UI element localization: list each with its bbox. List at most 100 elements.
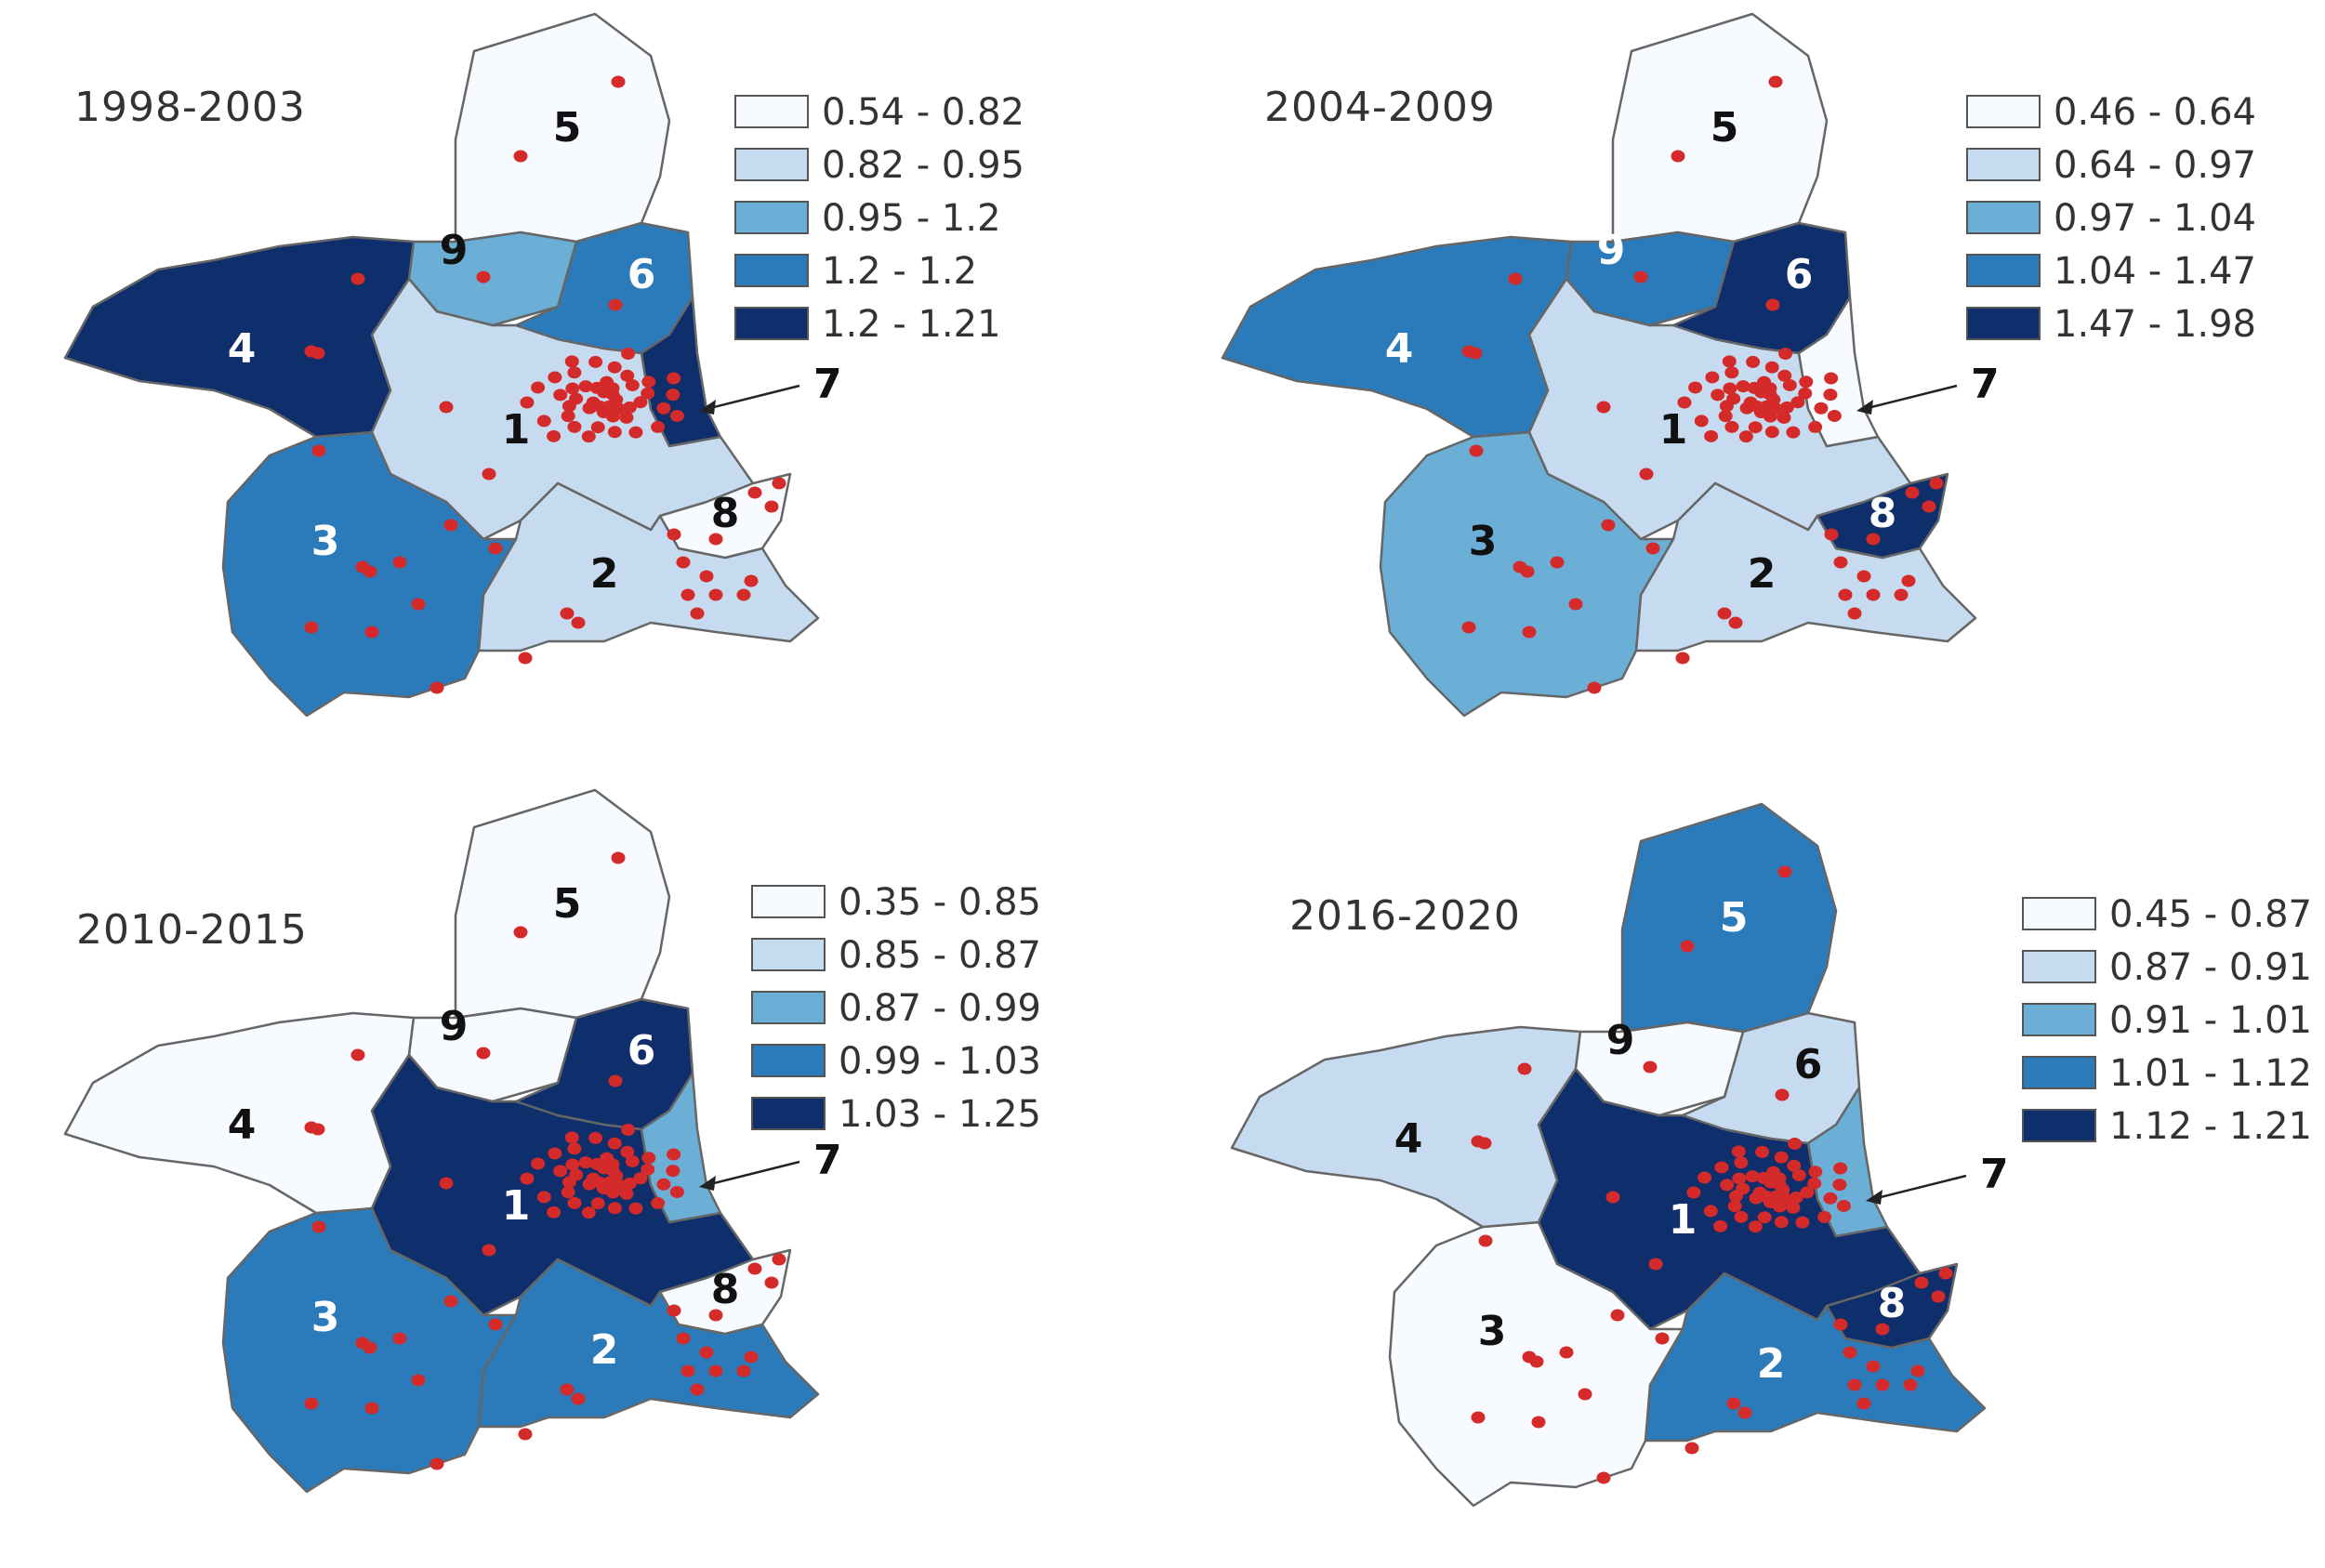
case-dot — [656, 1178, 671, 1191]
case-dot — [1728, 616, 1743, 629]
legend-label: 0.82 - 0.95 — [822, 144, 1024, 187]
case-dot — [1775, 1088, 1790, 1101]
case-dot — [520, 1172, 535, 1185]
case-dot — [1833, 1318, 1848, 1331]
case-dot — [1823, 1192, 1838, 1205]
legend-swatch — [1966, 201, 2041, 234]
case-dot — [1824, 372, 1839, 385]
case-dot — [1901, 574, 1916, 587]
case-dot — [1875, 1378, 1890, 1391]
case-dot — [1738, 430, 1753, 443]
case-dot — [625, 1154, 640, 1167]
case-dot — [1833, 1162, 1848, 1175]
case-dot — [690, 607, 705, 620]
case-dot — [571, 1392, 586, 1405]
map-layer: 1 2 3 4 5 6 8 9 7 — [63, 788, 842, 1494]
case-dot — [651, 1196, 666, 1209]
case-dot — [1601, 519, 1616, 532]
case-dot — [680, 1364, 695, 1377]
case-dot — [1724, 420, 1739, 433]
case-dot — [1931, 1290, 1946, 1303]
case-dot — [439, 401, 454, 414]
legend-label: 0.87 - 0.99 — [839, 987, 1041, 1030]
case-dot — [1698, 1171, 1712, 1184]
case-dot — [1866, 533, 1881, 546]
case-dot — [597, 386, 612, 399]
case-dot — [1856, 1397, 1871, 1410]
case-dot — [411, 1374, 426, 1387]
case-dot — [699, 1346, 714, 1359]
case-dot — [411, 598, 426, 611]
region-label-4: 4 — [228, 325, 257, 373]
case-dot — [567, 1142, 582, 1155]
map-title: 2004-2009 — [1264, 84, 1496, 131]
case-dot — [547, 429, 561, 442]
case-dot — [1875, 1323, 1890, 1336]
case-dot — [1714, 1161, 1729, 1174]
legend-swatch — [734, 307, 809, 340]
case-dot — [548, 1147, 562, 1160]
case-dot — [311, 444, 326, 457]
case-dot — [1703, 1205, 1718, 1218]
case-dot — [666, 389, 680, 402]
case-dot — [1734, 1210, 1749, 1223]
case-dot — [1724, 366, 1739, 379]
case-dot — [607, 426, 622, 439]
case-dot — [1720, 1179, 1735, 1192]
case-dot — [641, 376, 656, 389]
case-dot — [667, 1148, 681, 1161]
case-dot — [651, 420, 666, 433]
case-dot — [1814, 402, 1829, 415]
region-label-6: 6 — [627, 1027, 656, 1074]
case-dot — [1723, 382, 1737, 395]
region-label-2: 2 — [590, 550, 619, 598]
case-dot — [772, 477, 786, 490]
case-dot — [669, 1185, 684, 1198]
case-dot — [736, 1364, 751, 1377]
case-dot — [628, 1202, 643, 1215]
case-dot — [513, 150, 528, 163]
case-dot — [1786, 426, 1801, 439]
case-dot — [1568, 598, 1583, 611]
case-dot — [1737, 1406, 1752, 1419]
case-dot — [1745, 1170, 1760, 1183]
legend-swatch — [734, 95, 809, 128]
map-title: 1998-2003 — [74, 84, 306, 131]
case-dot — [1478, 1234, 1493, 1247]
region-7-arrow — [706, 384, 800, 411]
case-dot — [747, 486, 762, 499]
case-dot — [443, 1295, 458, 1308]
case-dot — [304, 1397, 319, 1410]
region-label-9: 9 — [440, 227, 469, 274]
case-dot — [476, 1047, 491, 1060]
case-dot — [669, 409, 684, 422]
case-dot — [1578, 1388, 1592, 1401]
case-dot — [1675, 652, 1690, 665]
region-label-1: 1 — [502, 1182, 531, 1230]
case-dot — [1798, 387, 1813, 400]
region-label-1: 1 — [1669, 1196, 1698, 1244]
case-dot — [1777, 865, 1792, 878]
case-dot — [578, 380, 593, 393]
region-4 — [63, 235, 416, 439]
case-dot — [1790, 396, 1805, 409]
region-label-4: 4 — [1394, 1115, 1423, 1163]
case-dot — [1688, 381, 1703, 394]
case-dot — [564, 1131, 579, 1144]
case-dot — [676, 1332, 691, 1345]
case-dot — [1779, 401, 1794, 414]
region-7-arrow — [1872, 1174, 1967, 1201]
legend-label: 0.64 - 0.97 — [2054, 144, 2256, 187]
case-dot — [564, 355, 579, 368]
case-dot — [1764, 426, 1779, 439]
case-dot — [1866, 588, 1881, 601]
case-dot — [429, 1457, 444, 1470]
region-label-7: 7 — [1980, 1151, 2009, 1198]
case-dot — [656, 402, 671, 415]
case-dot — [1757, 1211, 1772, 1224]
case-dot — [429, 681, 444, 694]
region-7-arrow — [1863, 384, 1958, 411]
case-dot — [611, 851, 626, 864]
case-dot — [1833, 556, 1848, 569]
region-4 — [1230, 1025, 1582, 1229]
